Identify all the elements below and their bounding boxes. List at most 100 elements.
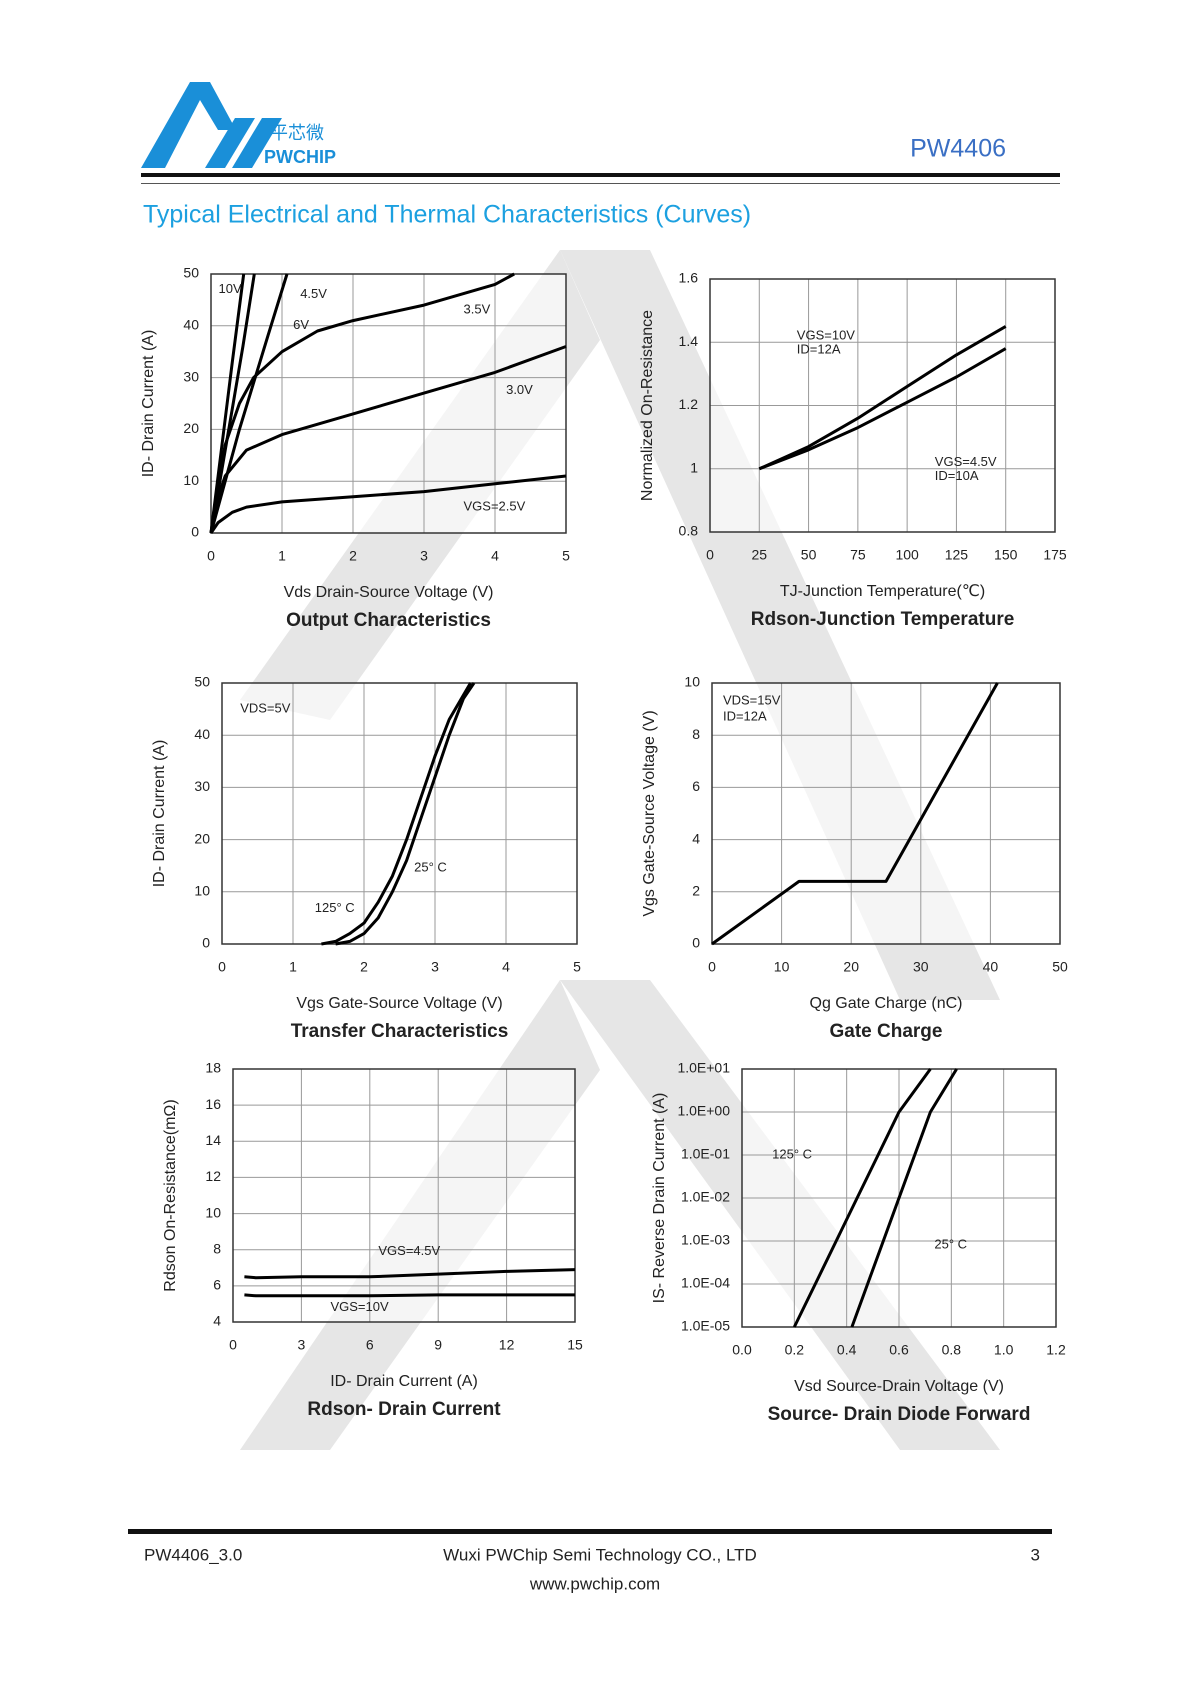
y-tick-label: 10 (205, 1204, 221, 1220)
y-axis-label: Normalized On-Resistance (639, 310, 656, 501)
chart-title: Gate Charge (830, 1021, 943, 1042)
brand-cn: 平芯微 (270, 123, 324, 143)
annotation: 6V (293, 317, 309, 332)
y-tick-label: 30 (183, 368, 199, 384)
curve (850, 1068, 958, 1328)
logo-shape (205, 118, 255, 168)
x-tick-label: 10 (774, 959, 790, 975)
x-tick-label: 125 (945, 547, 969, 563)
annotation: 4.5V (300, 286, 327, 301)
x-axis-label: Vsd Source-Drain Voltage (V) (794, 1378, 1004, 1395)
y-tick-label: 8 (692, 726, 700, 742)
x-tick-label: 50 (1052, 959, 1068, 975)
y-axis-label: ID- Drain Current (A) (140, 330, 157, 478)
plot-frame (210, 273, 567, 534)
annotation: VGS=10V (330, 1299, 389, 1314)
x-tick-label: 30 (913, 959, 929, 975)
annotation: ID=12A (797, 342, 841, 357)
y-tick-label: 1.0E-04 (681, 1275, 730, 1291)
y-tick-label: 1.0E-01 (681, 1146, 730, 1162)
annotation: ID=10A (935, 468, 979, 483)
x-tick-label: 1 (278, 548, 286, 564)
y-tick-label: 0 (202, 935, 210, 951)
x-tick-label: 5 (562, 548, 570, 564)
annotation: VDS=15V (723, 693, 781, 708)
y-axis-label: IS- Reverse Drain Current (A) (651, 1093, 668, 1304)
chart-title: Rdson-Junction Temperature (751, 609, 1015, 630)
curve (244, 1268, 576, 1280)
y-tick-label: 1.6 (679, 270, 699, 286)
x-axis-label: Vds Drain-Source Voltage (V) (284, 584, 494, 601)
y-axis-label: Rdson On-Resistance(mΩ) (162, 1099, 179, 1291)
annotation: 10V (219, 281, 242, 296)
y-tick-label: 12 (205, 1168, 221, 1184)
x-tick-label: 4 (502, 959, 510, 975)
y-tick-label: 10 (183, 472, 199, 488)
x-axis-label: TJ-Junction Temperature(℃) (780, 583, 985, 600)
annotation: 3.5V (464, 302, 491, 317)
x-tick-label: 0 (218, 959, 226, 975)
y-tick-label: 40 (183, 317, 199, 333)
chart-title: Rdson- Drain Current (307, 1399, 501, 1420)
y-tick-label: 30 (194, 778, 210, 794)
x-tick-label: 150 (994, 547, 1018, 563)
y-tick-label: 10 (194, 883, 210, 899)
curve (711, 682, 999, 946)
y-tick-label: 1 (690, 459, 698, 475)
x-tick-label: 3 (298, 1337, 306, 1353)
x-tick-label: 1.0 (994, 1342, 1014, 1358)
y-axis-label: Vgs Gate-Source Voltage (V) (641, 710, 658, 916)
curve (209, 345, 567, 534)
y-tick-label: 4 (692, 830, 700, 846)
brand: PWCHIP (264, 147, 336, 167)
y-tick-label: 1.0E+01 (677, 1060, 730, 1076)
x-tick-label: 6 (366, 1337, 374, 1353)
header-rule (141, 183, 1060, 184)
x-tick-label: 0 (229, 1337, 237, 1353)
part-number: PW4406 (910, 135, 1006, 163)
logo-shape (141, 82, 236, 168)
y-tick-label: 0.8 (679, 523, 699, 539)
chart-title: Source- Drain Diode Forward (768, 1404, 1031, 1425)
chart-title: Transfer Characteristics (291, 1021, 509, 1042)
chart: 0 25 50 75 100 125 150 1750.811.21.41.6VGS=10VI… (639, 270, 1067, 630)
plot-frame (221, 682, 578, 945)
curve (209, 273, 289, 534)
chart: 0.0 0.2 0.4 0.6 0.8 1.0 1.2 1.0E-05 1.0E-04 1.0E-… (651, 1060, 1066, 1425)
chart-title: Output Characteristics (286, 610, 491, 631)
annotation: 125° C (315, 900, 355, 915)
footer-page: 3 (1031, 1545, 1040, 1564)
curve (758, 347, 1007, 471)
annotation: 25° C (414, 860, 447, 875)
annotation: VDS=5V (240, 701, 291, 716)
annotation: 25° C (934, 1237, 967, 1252)
x-tick-label: 1 (289, 959, 297, 975)
curve (209, 474, 567, 534)
y-tick-label: 0 (692, 935, 700, 951)
curve (244, 1293, 575, 1298)
curve (335, 682, 476, 946)
footer-company: Wuxi PWChip Semi Technology CO., LTD (443, 1545, 757, 1564)
header-rule (141, 173, 1060, 177)
footer-rule (128, 1529, 1052, 1534)
x-tick-label: 0.0 (732, 1342, 752, 1358)
y-tick-label: 20 (194, 830, 210, 846)
x-tick-label: 25 (751, 547, 767, 563)
plot-frame (711, 682, 1061, 945)
x-tick-label: 15 (567, 1337, 583, 1353)
x-axis-label: ID- Drain Current (A) (330, 1373, 478, 1390)
y-tick-label: 50 (194, 674, 210, 690)
y-tick-label: 6 (692, 778, 700, 794)
curve (209, 272, 515, 534)
y-tick-label: 8 (213, 1240, 221, 1256)
x-axis-label: Vgs Gate-Source Voltage (V) (296, 995, 502, 1012)
y-tick-label: 18 (205, 1060, 221, 1076)
x-tick-label: 4 (491, 548, 499, 564)
curve (792, 1068, 932, 1328)
x-tick-label: 0.6 (889, 1342, 909, 1358)
x-tick-label: 3 (431, 959, 439, 975)
